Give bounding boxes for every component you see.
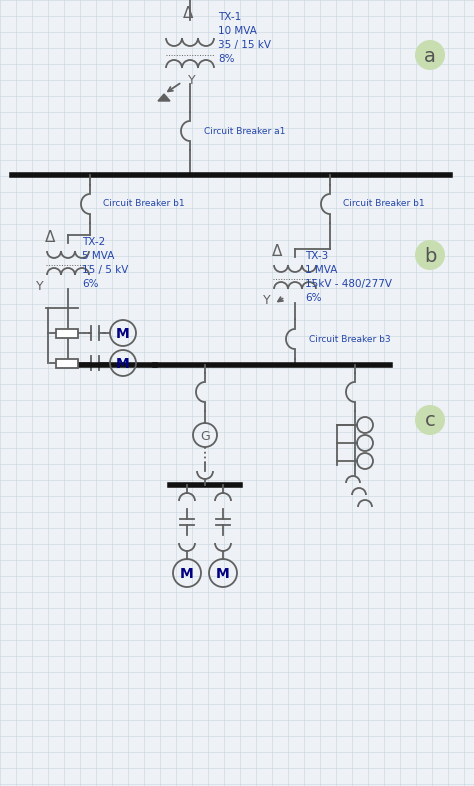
- Text: TX-3
1 MVA
15kV - 480/277V
6%: TX-3 1 MVA 15kV - 480/277V 6%: [305, 251, 392, 303]
- Text: M: M: [116, 327, 130, 341]
- Text: M: M: [180, 567, 194, 581]
- Text: c: c: [425, 412, 436, 431]
- Text: Y: Y: [263, 295, 271, 307]
- Text: Δ: Δ: [272, 244, 282, 259]
- Text: Y: Y: [188, 74, 196, 86]
- Text: TX-2
5 MVA
15 / 5 kV
6%: TX-2 5 MVA 15 / 5 kV 6%: [82, 237, 128, 289]
- Polygon shape: [158, 94, 170, 101]
- Text: M: M: [216, 567, 230, 581]
- Text: Circuit Breaker a1: Circuit Breaker a1: [204, 127, 285, 135]
- Text: a: a: [424, 46, 436, 65]
- Text: TX-1
10 MVA
35 / 15 kV
8%: TX-1 10 MVA 35 / 15 kV 8%: [218, 12, 271, 64]
- Text: Circuit Breaker b1: Circuit Breaker b1: [103, 200, 185, 208]
- Text: b: b: [424, 247, 436, 266]
- Circle shape: [415, 40, 445, 70]
- Circle shape: [415, 240, 445, 270]
- Text: Δ: Δ: [45, 230, 55, 245]
- Text: Y: Y: [36, 281, 44, 293]
- Bar: [56, 358, 78, 368]
- Circle shape: [415, 405, 445, 435]
- Text: M: M: [116, 357, 130, 371]
- Text: G: G: [200, 429, 210, 443]
- Text: Δ: Δ: [183, 6, 193, 21]
- Text: Circuit Breaker b3: Circuit Breaker b3: [309, 335, 391, 343]
- Text: Circuit Breaker b1: Circuit Breaker b1: [343, 200, 425, 208]
- Bar: [56, 329, 78, 337]
